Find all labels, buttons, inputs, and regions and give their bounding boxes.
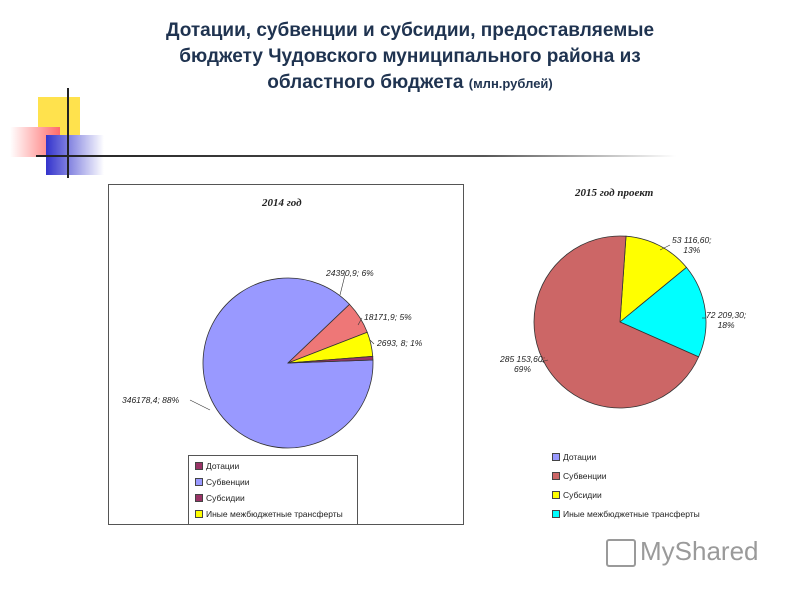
deco-vertical-line: [67, 88, 69, 178]
legend-label: Иные межбюджетные трансферты: [563, 508, 700, 519]
legend-swatch: [552, 509, 560, 518]
title-unit: (млн.рублей): [468, 76, 553, 91]
chart-2014-title: 2014 год: [262, 197, 302, 209]
legend-2015-item-inye: Иные межбюджетные трансферты: [552, 504, 700, 523]
pie-2014-slice-3: [287, 355, 374, 364]
pie-2014-leader-line-3: [189, 399, 211, 411]
pie-2015-label-inye: 72 209,30; 18%: [706, 310, 746, 330]
pie-2015-label-inye-value: 72 209,30;: [706, 310, 747, 320]
legend-2014-item-dotacii: Дотации: [195, 458, 351, 474]
title-line-3-text: областного бюджета: [267, 72, 464, 93]
pie-2015-leader-line-2: [539, 359, 549, 363]
legend-2015: Дотации Субвенции Субсидии Иные межбюдже…: [552, 447, 700, 523]
title-line-3: областного бюджета (млн.рублей): [120, 70, 700, 97]
pie-2015-label-subvencii-value: 285 153,60;: [500, 354, 545, 364]
pie-2015-label-subvencii-pct: 69%: [513, 364, 531, 374]
pie-2014-label-inye: 18171,9; 5%: [364, 312, 412, 322]
pie-2015-label-subsidii-pct: 13%: [683, 245, 701, 255]
pie-2015-slice-2: [533, 235, 700, 409]
legend-label: Субсидии: [206, 493, 245, 503]
legend-swatch: [195, 462, 203, 470]
legend-2015-item-dotacii: Дотации: [552, 447, 700, 466]
watermark-text: MyShared: [640, 536, 759, 566]
legend-swatch: [195, 478, 203, 486]
legend-label: Иные межбюджетные трансферты: [206, 509, 343, 519]
title-line-1: Дотации, субвенции и субсидии, предостав…: [165, 20, 655, 41]
legend-label: Субвенции: [563, 470, 607, 481]
pie-2014-leader-line-2: [369, 339, 375, 345]
legend-label: Субвенции: [206, 477, 250, 487]
pie-2015-label-subsidii-value: 53 116,60;: [672, 235, 712, 245]
pie-2014-leader-line-1: [357, 317, 363, 326]
pie-2015-slice-0: [619, 235, 688, 323]
legend-swatch: [195, 494, 203, 502]
legend-2014-item-subsidii: Субсидии: [195, 490, 351, 506]
legend-2014-item-subvencii: Субвенции: [195, 474, 351, 490]
pie-2015-label-subsidii: 53 116,60; 13%: [672, 235, 712, 255]
watermark-icon: [606, 539, 636, 568]
page-title: Дотации, субвенции и субсидии, предостав…: [120, 18, 700, 97]
watermark-logo: MyShared: [606, 536, 759, 568]
pie-2015-label-inye-pct: 18%: [717, 320, 735, 330]
legend-swatch: [195, 510, 203, 518]
pie-2015-leader-line-0: [659, 244, 671, 251]
pie-2015-label-subvencii: 285 153,60; 69%: [500, 354, 545, 374]
deco-horizontal-line: [36, 155, 676, 157]
title-line-2: бюджету Чудовского муниципального района…: [179, 46, 641, 67]
legend-label: Дотации: [563, 451, 597, 462]
chart-2015-title: 2015 год проект: [575, 187, 654, 199]
legend-label: Субсидии: [563, 489, 602, 500]
legend-swatch: [552, 471, 560, 480]
legend-2015-item-subvencii: Субвенции: [552, 466, 700, 485]
pie-2014-leader-line-0: [339, 274, 346, 296]
pie-2014-label-dotacii: 2693, 8; 1%: [377, 338, 423, 348]
pie-2015-slice-1: [619, 266, 707, 358]
pie-2014-slice-0: [202, 277, 374, 449]
pie-2014-label-subsidii: 24390,9; 6%: [326, 268, 374, 278]
legend-2015-item-subsidii: Субсидии: [552, 485, 700, 504]
legend-2014: Дотации Субвенции Субсидии Иные межбюдже…: [188, 455, 358, 525]
pie-2014-label-subvencii: 346178,4; 88%: [122, 395, 180, 405]
legend-swatch: [552, 490, 560, 499]
legend-swatch: [552, 452, 560, 461]
legend-label: Дотации: [206, 461, 240, 471]
legend-2014-item-inye: Иные межбюджетные трансферты: [195, 506, 351, 522]
